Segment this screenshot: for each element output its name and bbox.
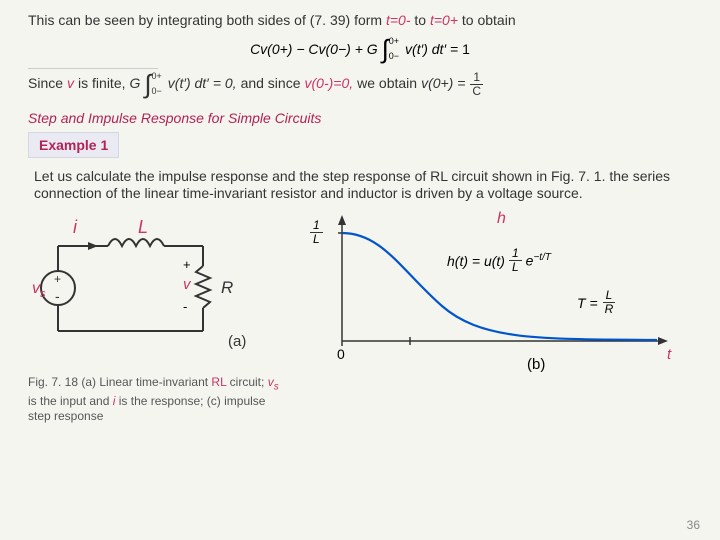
label-t: t — [667, 346, 672, 363]
eq2-rhs: = 0, — [213, 75, 237, 93]
svg-text:-: - — [55, 288, 60, 304]
intro-text: This can be seen by integrating both sid… — [28, 12, 386, 28]
integral-symbol-2: ∫ 0+0− — [144, 71, 163, 97]
intro-to: to — [414, 12, 430, 28]
label-L: L — [138, 217, 148, 237]
v0plus: v(0+) = — [421, 75, 465, 93]
section-title: Step and Impulse Response for Simple Cir… — [28, 110, 692, 126]
label-vs: vs — [32, 280, 46, 300]
intro-t0minus: t=0- — [386, 12, 411, 28]
label-origin: 0 — [337, 346, 345, 362]
intro-paragraph: This can be seen by integrating both sid… — [28, 12, 692, 30]
integral-symbol: ∫ 0+0− — [382, 36, 401, 62]
label-R: R — [221, 278, 233, 297]
circuit-diagram: i L + v - R + - vs — [28, 211, 284, 424]
figure-caption: Fig. 7. 18 (a) Linear time-invariant RL … — [28, 375, 284, 424]
inductor-icon — [108, 239, 164, 246]
eq1-integrand: v(t′) dt′ — [405, 41, 446, 57]
eq2-integrand: v(t′) dt′ — [168, 75, 209, 93]
v0minus: v(0-)=0, — [305, 75, 354, 93]
equation-1: Cv(0+) − Cv(0−) + G ∫ 0+0− v(t′) dt′ = 1 — [28, 36, 692, 62]
svg-text:+: + — [54, 272, 61, 286]
current-arrow-icon — [88, 242, 98, 250]
label-a: (a) — [228, 333, 246, 350]
since-line: Since v is finite, G ∫ 0+0− v(t′) dt′ = … — [28, 71, 692, 98]
label-b: (b) — [527, 356, 545, 373]
andsince-text: and since — [241, 75, 301, 93]
since-isfinite: is finite, — [78, 75, 125, 93]
page-number: 36 — [687, 518, 700, 532]
since-v: v — [67, 75, 74, 93]
y-axis-arrow-icon — [338, 215, 346, 225]
example-body: Let us calculate the impulse response an… — [28, 168, 692, 203]
label-vR: v — [183, 276, 192, 293]
fraction-1-over-c: 1 C — [469, 71, 484, 98]
since-text: Since — [28, 75, 63, 93]
impulse-response-graph: h 1 L 0 t (b) h(t) = u(t) — [302, 211, 692, 384]
intro-text-2: to obtain — [462, 12, 516, 28]
label-i: i — [73, 217, 78, 237]
eq2-pre: G — [130, 75, 141, 93]
resistor-icon — [196, 266, 210, 308]
label-plus-top: + — [183, 257, 191, 272]
eq1-rhs: = 1 — [450, 41, 470, 57]
intro-t0plus: t=0+ — [430, 12, 458, 28]
divider — [28, 68, 158, 69]
label-h: h — [497, 211, 506, 227]
x-axis-arrow-icon — [658, 337, 668, 345]
label-minus-bottom: - — [183, 299, 187, 314]
example-badge: Example 1 — [28, 132, 119, 158]
figure-row: i L + v - R + - vs — [28, 211, 692, 424]
weobtain-text: we obtain — [357, 75, 417, 93]
eq1-lhs: Cv(0+) − Cv(0−) + G — [250, 41, 378, 57]
